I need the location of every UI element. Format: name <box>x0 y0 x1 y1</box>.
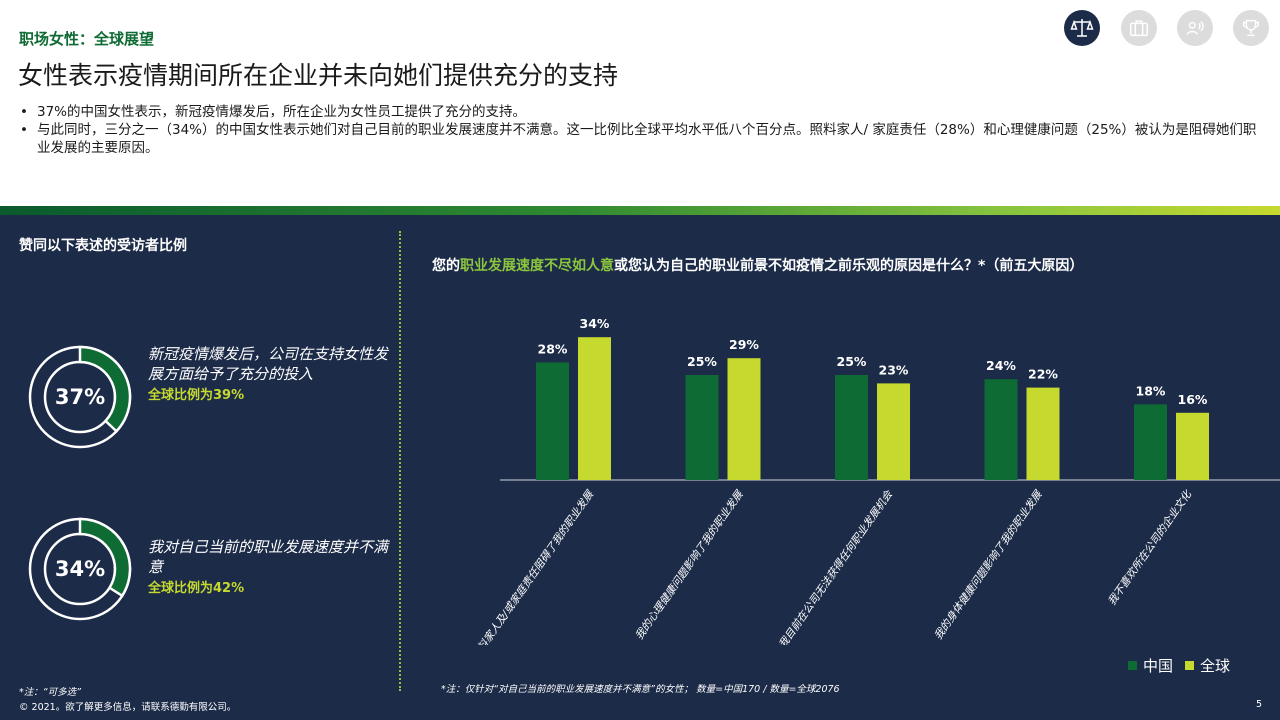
chart-footnote: *注：仅针对“对自己当前的职业发展速度并不满意”的女性； 数量=中国170 / … <box>441 684 840 695</box>
stat-global: 全球比例为39% <box>148 388 245 403</box>
briefcase-icon[interactable] <box>1121 10 1157 46</box>
category-label: 我不喜欢所在公司的企业文化 <box>1106 488 1195 608</box>
stat-description: 我对自己当前的职业发展速度并不满意 全球比例为42% <box>148 537 388 599</box>
category-label: 我目前在公司无法获得任何职业发展机会 <box>777 488 896 645</box>
trophy-icon[interactable] <box>1233 10 1269 46</box>
bar-china <box>835 375 868 480</box>
copyright: © 2021。欲了解更多信息，请联系德勤有限公司。 <box>19 702 237 713</box>
left-footnote: *注：“可多选” <box>19 687 82 698</box>
category-label: 我的身体健康问题影响了我的职业发展 <box>932 488 1045 642</box>
legend-swatch <box>1128 661 1137 670</box>
page-title: 女性表示疫情期间所在企业并未向她们提供充分的支持 <box>18 61 619 90</box>
category-label: 照料家人及/或家庭责任阻碍了我的职业发展 <box>470 488 597 645</box>
bar-global <box>727 358 761 480</box>
left-panel-title: 赞同以下表述的受访者比例 <box>19 238 187 254</box>
content-panel: 赞同以下表述的受访者比例 37% 新冠疫情爆发后，公司在支持女性发展方面给予了充… <box>0 215 1280 720</box>
bar-china <box>536 362 569 480</box>
bar-value-label: 24% <box>986 358 1016 373</box>
chart-title: 您的职业发展速度不尽如人意或您认为自己的职业前景不如疫情之前乐观的原因是什么？*… <box>432 255 1083 275</box>
bar-global <box>1176 412 1209 480</box>
scale-icon[interactable] <box>1064 10 1100 46</box>
bar-value-label: 34% <box>580 316 610 331</box>
donut-chart: 37% <box>26 343 134 451</box>
stat-text: 我对自己当前的职业发展速度并不满意 <box>148 538 389 576</box>
legend-item-china: 中国 <box>1128 655 1173 676</box>
bar-value-label: 23% <box>879 362 909 377</box>
stat-text: 新冠疫情爆发后，公司在支持女性发展方面给予了充分的投入 <box>148 345 389 383</box>
nav-icons <box>1064 10 1274 46</box>
header: 职场女性：全球展望 女性表示疫情期间所在企业并未向她们提供充分的支持 37%的中… <box>0 0 1280 206</box>
bar-value-label: 29% <box>729 337 759 352</box>
bar-value-label: 25% <box>837 354 867 369</box>
bar-value-label: 22% <box>1028 367 1058 382</box>
bar-china <box>1134 404 1167 480</box>
chart-title-prefix: 您的 <box>432 258 460 274</box>
bullet-item: 37%的中国女性表示，新冠疫情爆发后，所在企业为女性员工提供了充分的支持。 <box>19 103 1259 121</box>
chart-title-highlight: 职业发展速度不尽如人意 <box>460 258 614 274</box>
bar-value-label: 28% <box>538 341 568 356</box>
chart-legend: 中国 全球 <box>1128 655 1230 676</box>
legend-swatch <box>1185 661 1195 670</box>
bar-value-label: 25% <box>687 354 717 369</box>
legend-item-global: 全球 <box>1185 655 1230 676</box>
legend-label: 全球 <box>1200 657 1231 675</box>
bullet-list: 37%的中国女性表示，新冠疫情爆发后，所在企业为女性员工提供了充分的支持。 与此… <box>19 103 1259 157</box>
speaking-person-icon[interactable] <box>1177 10 1213 46</box>
stat-global: 全球比例为42% <box>148 581 245 596</box>
legend-label: 中国 <box>1143 657 1174 675</box>
bar-global <box>1026 387 1060 480</box>
bar-global <box>578 337 611 480</box>
section-eyebrow: 职场女性：全球展望 <box>19 30 155 48</box>
category-label: 我的心理健康问题影响了我的职业发展 <box>633 488 746 642</box>
chart-title-suffix: 或您认为自己的职业前景不如疫情之前乐观的原因是什么？*（前五大原因） <box>614 258 1084 274</box>
bullet-item: 与此同时，三分之一（34%）的中国女性表示她们对自己目前的职业发展速度并不满意。… <box>19 121 1259 157</box>
panel-divider <box>399 231 401 691</box>
donut-value: 34% <box>54 557 106 581</box>
bar-china <box>685 375 719 480</box>
gradient-stripe <box>0 206 1280 215</box>
bar-value-label: 16% <box>1178 392 1208 407</box>
stat-description: 新冠疫情爆发后，公司在支持女性发展方面给予了充分的投入 全球比例为39% <box>148 344 388 406</box>
donut-chart: 34% <box>26 515 134 623</box>
donut-value: 37% <box>54 385 106 409</box>
bar-value-label: 18% <box>1136 383 1166 398</box>
page-number: 5 <box>1256 699 1263 710</box>
donut-arc <box>78 517 132 598</box>
bar-china <box>984 379 1018 480</box>
bar-chart: 28% 34% 照料家人及/或家庭责任阻碍了我的职业发展 25% 29% 我的心理健康问题… <box>470 316 1280 645</box>
donut-arc <box>78 345 132 433</box>
bar-global <box>877 383 910 480</box>
